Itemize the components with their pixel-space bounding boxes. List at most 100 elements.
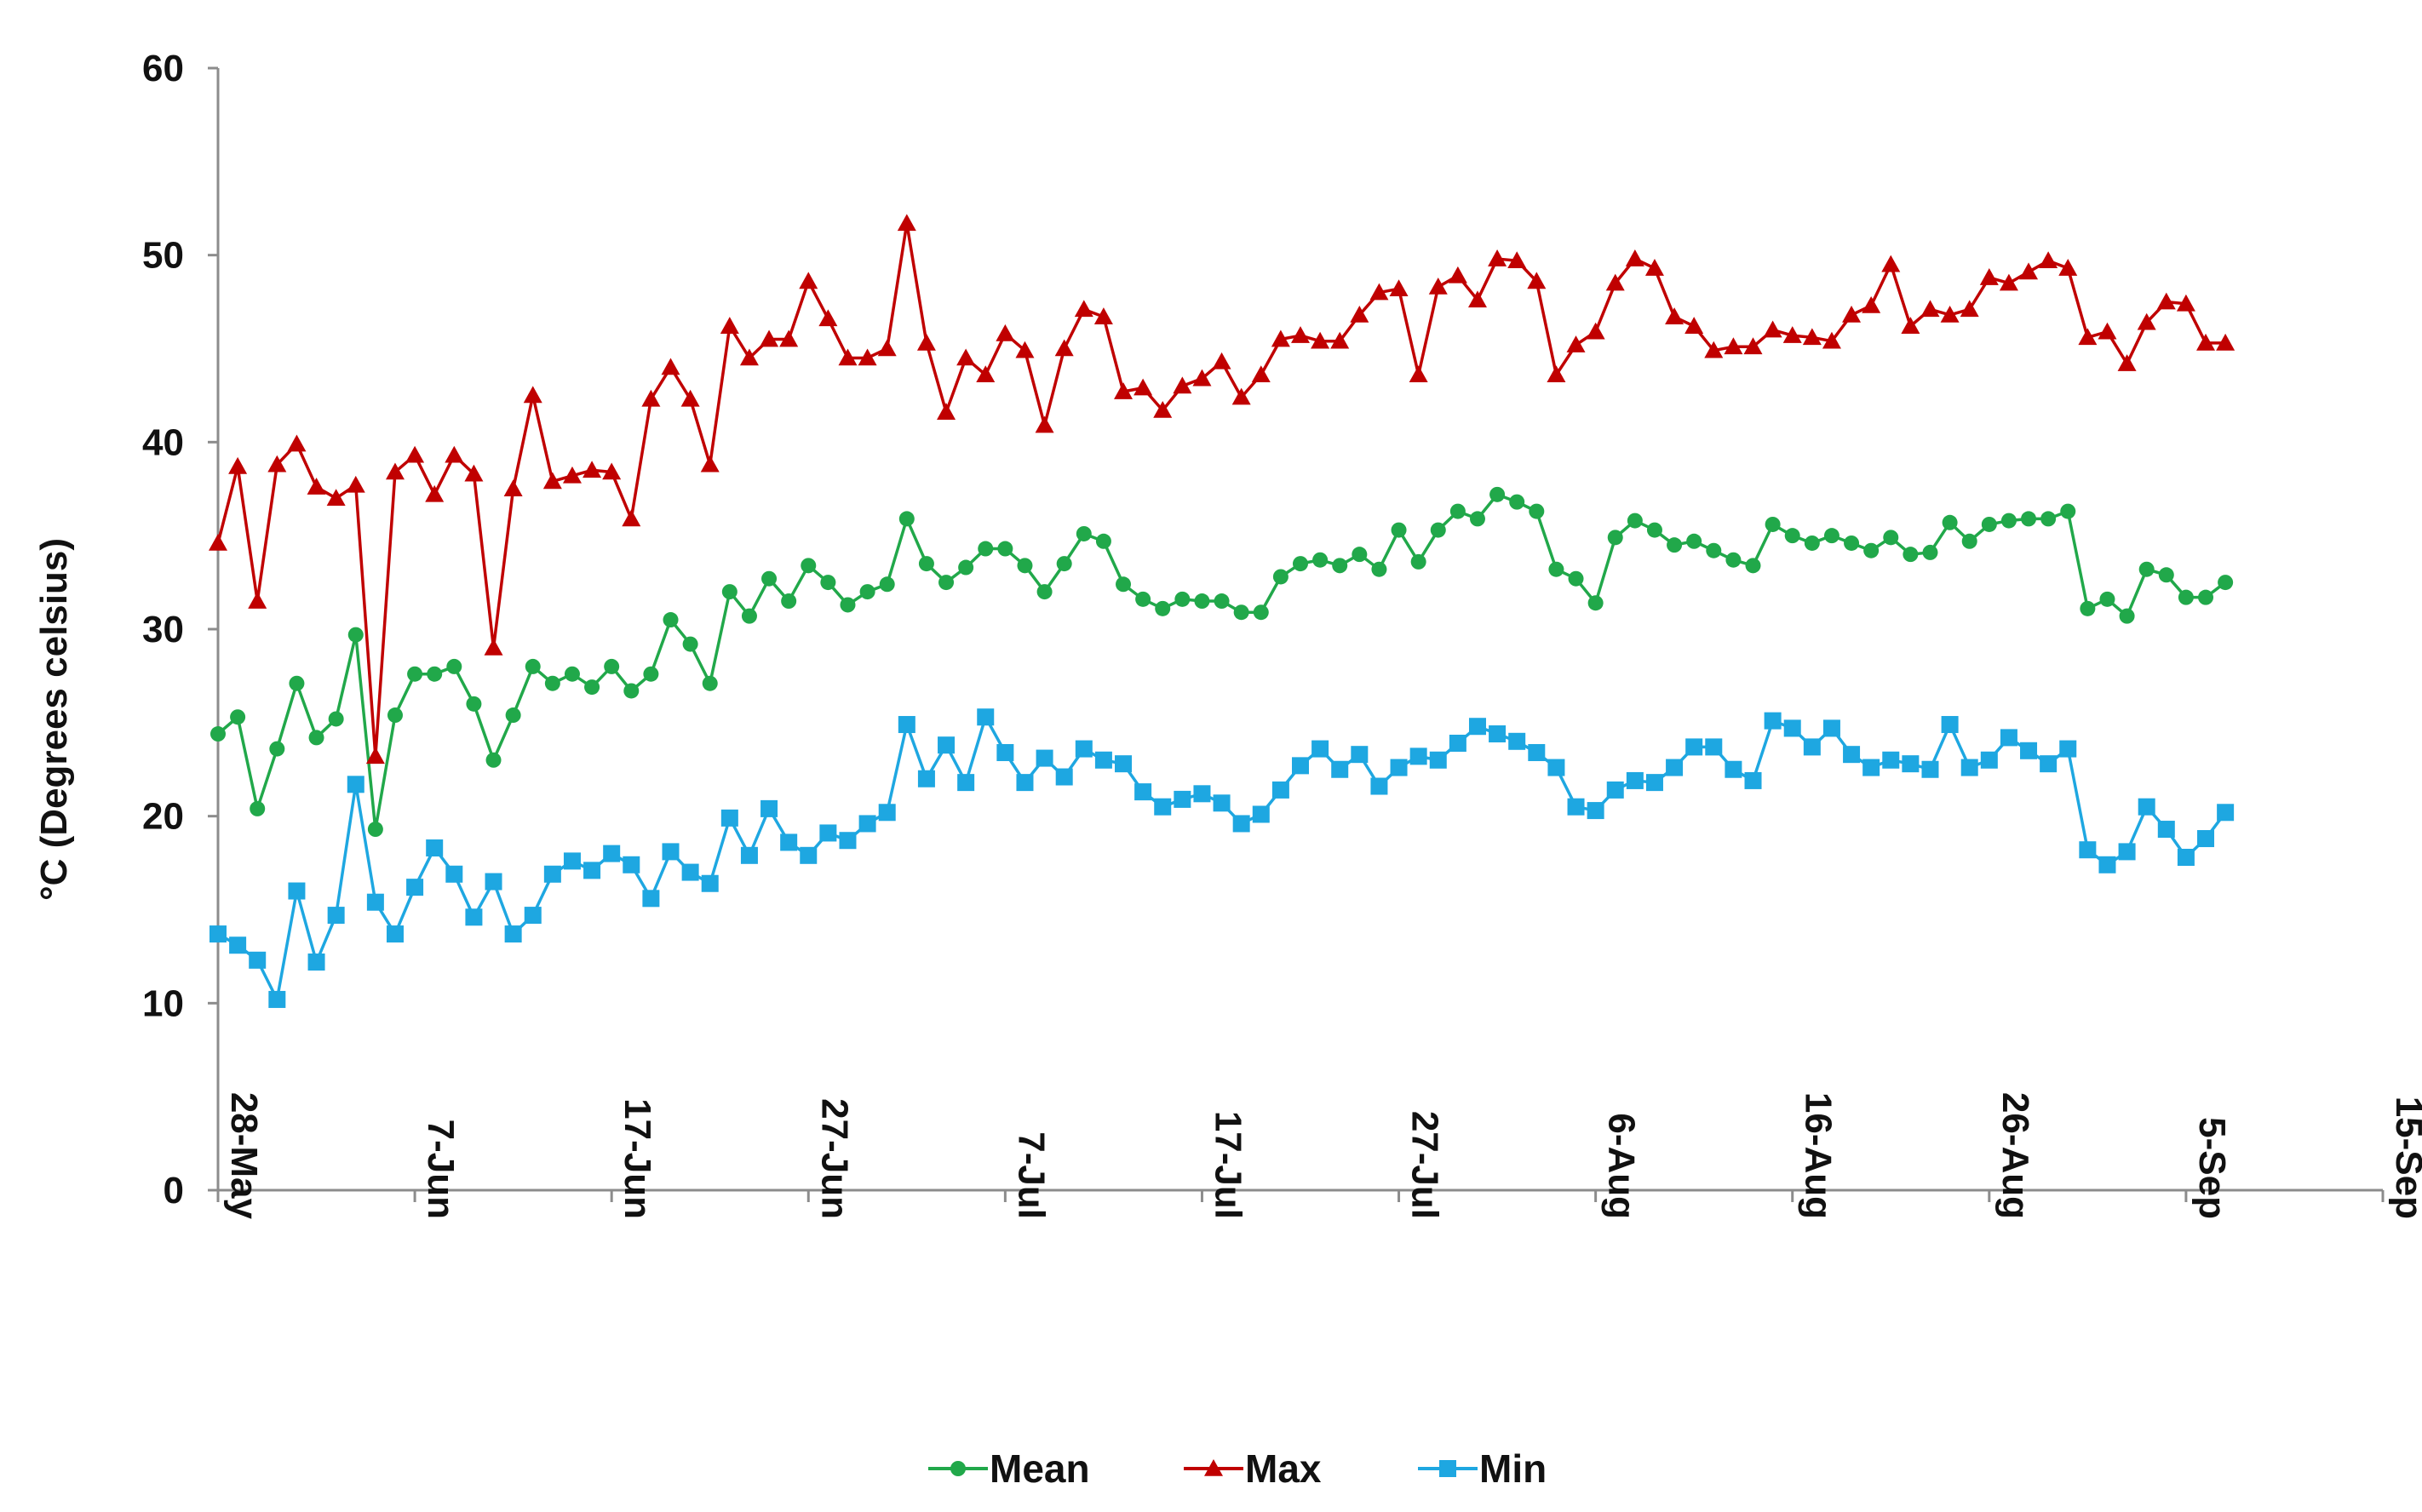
data-point-mean [1646, 522, 1662, 538]
data-point-min [898, 716, 915, 734]
data-point-min [209, 925, 227, 943]
legend-marker [1204, 1459, 1223, 1476]
data-point-mean [761, 570, 778, 587]
data-point-min [701, 874, 719, 892]
data-point-min [543, 865, 561, 883]
data-point-max [1330, 331, 1350, 349]
data-point-max [2058, 259, 2078, 276]
data-point-mean [1706, 542, 1722, 558]
series-layer [209, 214, 2235, 1008]
data-point-min [1016, 774, 1034, 792]
x-tick-label: 15-Sep [2388, 1097, 2422, 1219]
x-tick-label: 27-Jun [813, 1098, 855, 1219]
data-point-min [740, 846, 758, 864]
data-point-min [1528, 743, 1546, 761]
data-point-mean [525, 658, 541, 674]
data-point-min [1271, 781, 1289, 799]
data-point-max [542, 472, 562, 490]
data-point-min [563, 852, 581, 870]
data-point-max [2078, 328, 2098, 346]
data-point-min [858, 815, 876, 833]
data-point-mean [1036, 584, 1053, 600]
data-point-max [1467, 290, 1487, 308]
y-tick-label: 40 [142, 421, 184, 463]
legend-marker [1439, 1460, 1456, 1477]
axes [216, 68, 2383, 1192]
data-point-max [1782, 326, 1802, 343]
data-point-max [583, 461, 602, 478]
data-point-mean [2099, 591, 2115, 607]
data-point-min [1154, 798, 1172, 816]
data-point-min [2177, 848, 2195, 866]
data-point-min [2000, 729, 2017, 747]
data-point-min [2138, 798, 2155, 816]
data-point-max [897, 214, 916, 232]
data-point-max [1311, 331, 1330, 349]
data-point-mean [308, 730, 324, 746]
data-point-min [1094, 751, 1112, 769]
data-point-min [1587, 802, 1604, 820]
data-point-mean [840, 597, 856, 613]
data-point-mean [1903, 547, 1919, 563]
data-point-min [1134, 783, 1152, 801]
data-point-max [1428, 278, 1448, 295]
data-point-mean [2080, 600, 2096, 616]
data-point-max [1999, 273, 2018, 291]
data-point-mean [781, 593, 797, 610]
legend-label: Min [1479, 1446, 1547, 1491]
data-point-min [1252, 805, 1270, 823]
data-point-max [2196, 333, 2216, 351]
y-axis-ticks: 0 10 20 30 40 50 60 [142, 48, 218, 1211]
data-point-min [307, 954, 325, 971]
data-point-min [977, 708, 995, 726]
data-point-max [2117, 354, 2137, 371]
data-point-mean [210, 726, 226, 742]
data-point-max [1409, 365, 1428, 383]
data-point-mean [1272, 569, 1288, 585]
data-point-min [1567, 798, 1585, 816]
y-tick-label: 20 [142, 796, 184, 838]
data-point-min [1803, 738, 1821, 756]
data-point-mean [1095, 533, 1111, 549]
data-point-max [562, 466, 582, 484]
data-point-mean [1627, 513, 1643, 529]
data-point-max [248, 592, 267, 609]
data-point-mean [1430, 522, 1446, 538]
data-point-min [662, 843, 680, 861]
data-point-min [1232, 815, 1250, 833]
data-point-min [1489, 725, 1507, 743]
data-point-min [1666, 759, 1684, 776]
data-point-max [1586, 322, 1605, 340]
y-tick-label: 50 [142, 235, 184, 277]
data-point-max [365, 747, 385, 765]
data-point-max [1488, 249, 1507, 266]
data-point-max [287, 434, 307, 452]
data-point-mean [682, 636, 698, 652]
data-point-min [1115, 755, 1133, 773]
data-point-mean [2198, 589, 2214, 605]
data-point-mean [1784, 528, 1800, 544]
data-point-mean [466, 696, 482, 712]
data-point-mean [564, 666, 580, 682]
data-point-min [2059, 740, 2077, 758]
data-point-mean [623, 683, 640, 699]
data-point-mean [1155, 600, 1171, 616]
data-point-mean [1587, 595, 1604, 611]
data-point-min [426, 839, 444, 857]
data-point-min [1705, 738, 1723, 756]
data-point-max [1015, 341, 1035, 358]
series-mean [210, 486, 2234, 838]
data-point-max [1134, 378, 1153, 396]
data-point-mean [230, 709, 246, 725]
data-point-max [622, 509, 641, 527]
data-point-min [406, 879, 424, 896]
data-point-min [603, 845, 621, 862]
data-point-max [1979, 268, 1999, 285]
data-point-max [1054, 339, 1074, 357]
data-point-max [641, 389, 661, 407]
data-point-max [1251, 365, 1271, 383]
data-point-mean [544, 675, 560, 691]
data-point-max [1566, 335, 1586, 352]
data-point-max [503, 479, 523, 497]
